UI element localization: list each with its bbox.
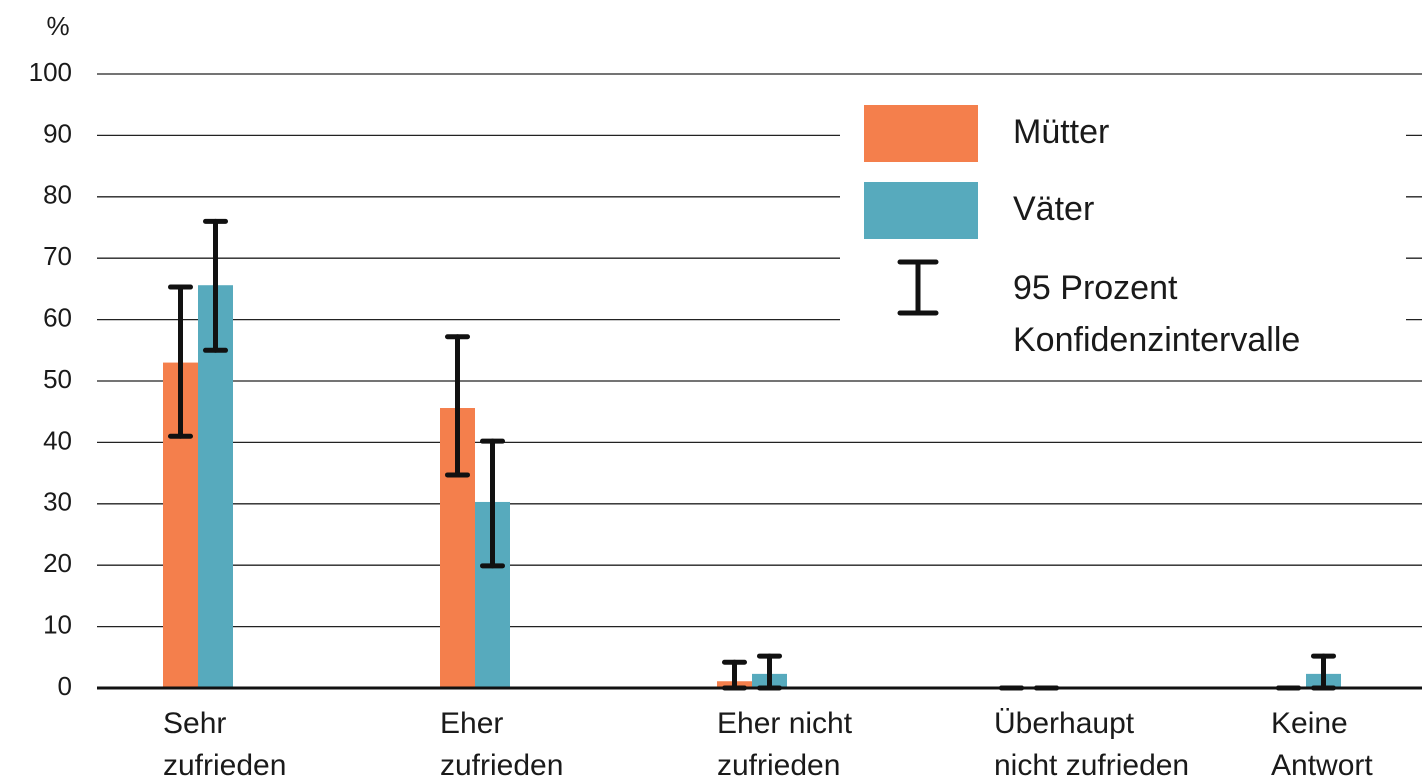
error-bar	[480, 438, 505, 569]
y-tick-label: 50	[43, 364, 72, 394]
error-bar	[168, 284, 193, 439]
legend-swatch	[864, 105, 978, 162]
x-tick-label: Eher	[440, 707, 503, 740]
legend-label: Konfidenzintervalle	[1013, 321, 1300, 359]
x-tick-label: Eher nicht	[717, 707, 853, 740]
y-tick-label: 10	[43, 609, 72, 639]
error-bar	[203, 218, 228, 353]
y-tick-label: 20	[43, 548, 72, 578]
legend-label: Väter	[1013, 190, 1094, 228]
error-bar	[445, 334, 470, 478]
legend-error-icon	[897, 259, 939, 316]
x-tick-label: nicht zufrieden	[994, 749, 1189, 782]
legend-swatch	[864, 182, 978, 239]
y-tick-label: 100	[29, 57, 72, 87]
y-tick-label: 90	[43, 118, 72, 148]
x-tick-label: Sehr	[163, 707, 226, 740]
x-tick-label: zufrieden	[440, 749, 563, 782]
y-tick-label: 80	[43, 180, 72, 210]
y-tick-label: 60	[43, 302, 72, 332]
x-tick-label: zufrieden	[717, 749, 840, 782]
error-bar	[757, 653, 782, 691]
error-bar	[722, 659, 747, 691]
legend-label: Mütter	[1013, 113, 1109, 151]
error-bar	[1311, 653, 1336, 691]
x-tick-label: zufrieden	[163, 749, 286, 782]
y-tick-label: 0	[58, 671, 72, 701]
x-tick-label: Antwort	[1271, 749, 1373, 782]
y-axis-label: %	[46, 11, 69, 41]
x-tick-label: Keine	[1271, 707, 1348, 740]
y-tick-label: 30	[43, 487, 72, 517]
y-tick-label: 40	[43, 425, 72, 455]
x-tick-label: Überhaupt	[994, 707, 1135, 740]
y-tick-label: 70	[43, 241, 72, 271]
legend-label: 95 Prozent	[1013, 269, 1178, 307]
